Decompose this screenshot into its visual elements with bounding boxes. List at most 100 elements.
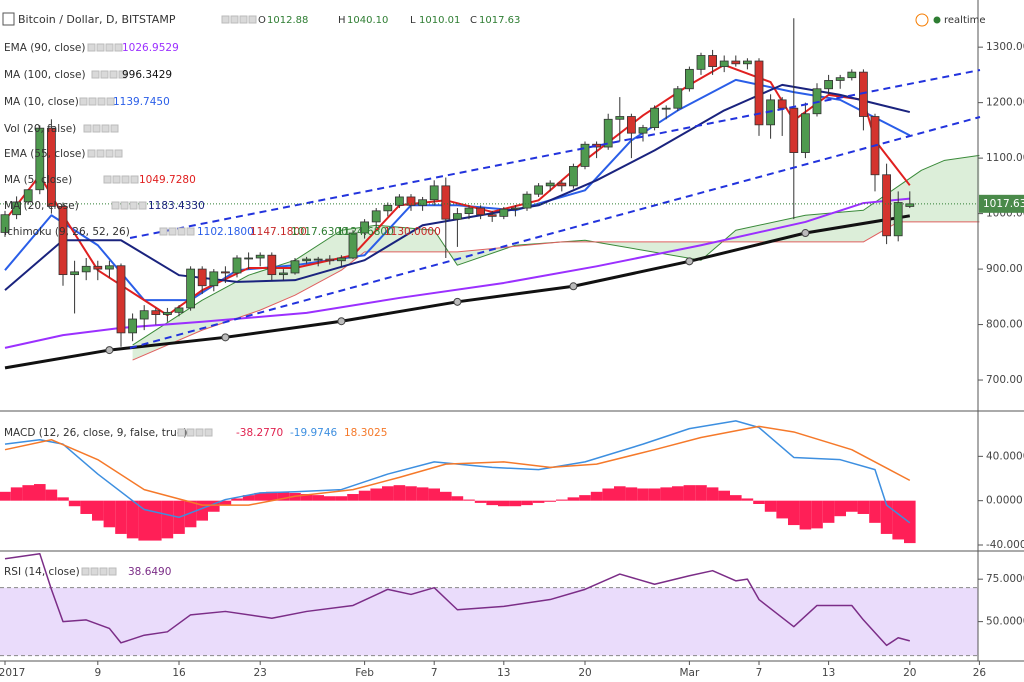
histogram-bar <box>486 500 498 506</box>
candle-body <box>290 260 300 274</box>
ohlc-value: 1010.01 <box>419 15 460 26</box>
legend-value: 1183.4330 <box>148 200 205 212</box>
legend-value: 1026.9529 <box>122 42 179 54</box>
candle-body <box>394 196 404 206</box>
ma-dot <box>453 297 462 306</box>
histogram-bar <box>614 486 626 501</box>
histogram-bar <box>347 494 359 501</box>
y-tick-label: 1100.00 <box>986 152 1024 164</box>
histogram-bar <box>822 500 835 523</box>
ma-dot <box>221 333 230 342</box>
candle-body <box>650 107 659 129</box>
histogram-bar <box>672 486 684 501</box>
legend-icon <box>105 149 114 158</box>
legend-icon <box>195 428 204 437</box>
collapse-icon[interactable] <box>2 12 15 26</box>
x-tick-label: 2017 <box>0 667 25 679</box>
histogram-bar <box>532 500 545 503</box>
legend-label: MA (10, close) <box>4 96 79 108</box>
histogram-bar <box>730 495 742 501</box>
candle-body <box>186 268 196 309</box>
candle-body <box>569 166 578 187</box>
candle-body <box>209 271 219 287</box>
cloud-span-b <box>132 221 980 361</box>
legend-icon <box>91 70 100 79</box>
candle-body <box>151 310 161 315</box>
y-tick-label: 0.0000 <box>986 495 1023 507</box>
candle-body <box>661 107 671 110</box>
legend-label: Ichimoku (9, 26, 52, 26) <box>4 226 130 238</box>
candle-body <box>557 182 567 187</box>
candle-body <box>325 258 335 262</box>
candle-body <box>232 257 242 274</box>
legend-label: MA (5, close) <box>4 174 72 186</box>
legend-value: 1147.1800 <box>250 226 307 238</box>
candle-body <box>429 185 439 201</box>
legend-label: Vol (20, false) <box>4 123 76 135</box>
histogram-bar <box>196 500 208 521</box>
histogram-bar <box>80 500 92 514</box>
legend-icon <box>88 97 97 106</box>
realtime-dot <box>933 16 941 24</box>
ohlc-key: O <box>258 15 266 26</box>
candle-body <box>128 318 138 334</box>
ohlc-value: 1012.88 <box>267 15 308 26</box>
histogram-bar <box>428 488 440 501</box>
candle-body <box>708 55 717 67</box>
candle-body <box>12 201 22 216</box>
candle-body <box>835 77 845 81</box>
candle-body <box>0 214 10 233</box>
candle-body <box>545 182 555 187</box>
legend-icon <box>103 175 112 184</box>
ma-dot <box>105 346 114 355</box>
candle-body <box>789 107 799 153</box>
candle-body <box>615 116 625 120</box>
histogram-bar <box>68 500 81 507</box>
candle-body <box>638 127 648 134</box>
legend-icon <box>112 175 121 184</box>
ohlc-key: H <box>338 15 346 26</box>
candle-body <box>162 311 172 315</box>
histogram-bar <box>463 499 475 501</box>
legend-icon <box>96 149 105 158</box>
rsi-line <box>4 552 910 647</box>
legend-icon <box>114 149 123 158</box>
histogram-bar <box>10 487 23 501</box>
histogram-bar <box>126 500 139 539</box>
candle-body <box>487 214 497 217</box>
histogram-bar <box>312 495 324 501</box>
legend-icon <box>186 227 195 236</box>
histogram-bar <box>718 490 730 501</box>
histogram-bar <box>416 487 429 501</box>
legend-icon <box>177 428 186 437</box>
legend-icon <box>121 175 130 184</box>
candle-body <box>220 271 230 274</box>
candle-body <box>719 60 729 67</box>
candle-body <box>859 71 868 117</box>
candle-body <box>313 258 323 261</box>
histogram-bar <box>602 488 614 501</box>
histogram-bar <box>92 500 104 521</box>
histogram-bar <box>358 490 371 501</box>
ma-dot <box>685 257 694 266</box>
candle-body <box>522 193 532 209</box>
legend-label: EMA (90, close) <box>4 42 86 54</box>
histogram-bar <box>869 500 881 523</box>
candle-body <box>882 174 891 237</box>
y-tick-label: 700.00 <box>986 374 1023 386</box>
histogram-bar <box>880 500 893 534</box>
candle-body <box>534 185 543 195</box>
legend-icon <box>101 124 110 133</box>
candle-body <box>603 118 613 148</box>
y-tick-label: 50.0000 <box>986 616 1024 628</box>
x-tick-label: 16 <box>172 667 186 679</box>
histogram-bar <box>567 497 580 501</box>
x-tick-label: Mar <box>679 667 699 679</box>
legend-label: MA (20, close) <box>4 200 79 212</box>
candle-body <box>731 60 741 65</box>
candle-body <box>93 265 103 270</box>
alert-icon[interactable] <box>915 13 929 27</box>
y-tick-label: 800.00 <box>986 319 1023 331</box>
histogram-bar <box>405 486 417 501</box>
